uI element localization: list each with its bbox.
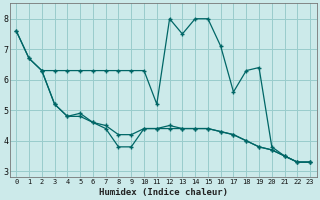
X-axis label: Humidex (Indice chaleur): Humidex (Indice chaleur) — [99, 188, 228, 197]
